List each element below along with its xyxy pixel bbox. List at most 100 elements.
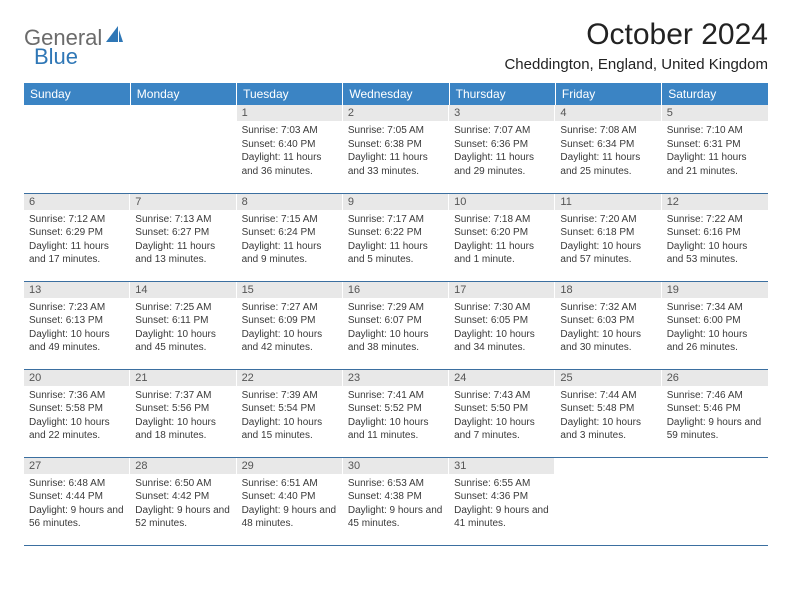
calendar-day-cell: 26Sunrise: 7:46 AMSunset: 5:46 PMDayligh… <box>662 369 768 457</box>
day-number: 2 <box>343 105 449 121</box>
day-content: Sunrise: 7:32 AMSunset: 6:03 PMDaylight:… <box>555 298 661 358</box>
day-number: 20 <box>24 370 130 386</box>
day-content: Sunrise: 7:41 AMSunset: 5:52 PMDaylight:… <box>343 386 449 446</box>
calendar-day-cell: 14Sunrise: 7:25 AMSunset: 6:11 PMDayligh… <box>130 281 236 369</box>
logo-text-blue-wrapper: Blue <box>34 44 78 70</box>
day-number: 1 <box>237 105 343 121</box>
calendar-day-cell: 9Sunrise: 7:17 AMSunset: 6:22 PMDaylight… <box>343 193 449 281</box>
day-number: 6 <box>24 194 130 210</box>
calendar-day-cell: 19Sunrise: 7:34 AMSunset: 6:00 PMDayligh… <box>662 281 768 369</box>
day-content: Sunrise: 7:10 AMSunset: 6:31 PMDaylight:… <box>662 121 768 181</box>
day-number: 23 <box>343 370 449 386</box>
day-content: Sunrise: 7:30 AMSunset: 6:05 PMDaylight:… <box>449 298 555 358</box>
day-number: 16 <box>343 282 449 298</box>
month-title: October 2024 <box>504 18 768 52</box>
calendar-day-cell: 10Sunrise: 7:18 AMSunset: 6:20 PMDayligh… <box>449 193 555 281</box>
calendar-day-cell: 5Sunrise: 7:10 AMSunset: 6:31 PMDaylight… <box>662 105 768 193</box>
day-content: Sunrise: 7:18 AMSunset: 6:20 PMDaylight:… <box>449 210 555 270</box>
day-number: 9 <box>343 194 449 210</box>
day-number: 3 <box>449 105 555 121</box>
calendar-day-cell: 22Sunrise: 7:39 AMSunset: 5:54 PMDayligh… <box>237 369 343 457</box>
day-content: Sunrise: 7:36 AMSunset: 5:58 PMDaylight:… <box>24 386 130 446</box>
day-content: Sunrise: 6:55 AMSunset: 4:36 PMDaylight:… <box>449 474 555 534</box>
weekday-header: Tuesday <box>237 83 343 105</box>
weekday-header: Thursday <box>449 83 555 105</box>
calendar-day-cell: 20Sunrise: 7:36 AMSunset: 5:58 PMDayligh… <box>24 369 130 457</box>
calendar-day-cell: 6Sunrise: 7:12 AMSunset: 6:29 PMDaylight… <box>24 193 130 281</box>
calendar-day-cell <box>24 105 130 193</box>
weekday-header: Saturday <box>662 83 768 105</box>
day-number: 26 <box>662 370 768 386</box>
day-content: Sunrise: 7:44 AMSunset: 5:48 PMDaylight:… <box>555 386 661 446</box>
day-content: Sunrise: 6:51 AMSunset: 4:40 PMDaylight:… <box>237 474 343 534</box>
day-content: Sunrise: 7:12 AMSunset: 6:29 PMDaylight:… <box>24 210 130 270</box>
calendar-day-cell: 31Sunrise: 6:55 AMSunset: 4:36 PMDayligh… <box>449 457 555 545</box>
day-number: 25 <box>555 370 661 386</box>
day-content: Sunrise: 7:08 AMSunset: 6:34 PMDaylight:… <box>555 121 661 181</box>
day-number: 19 <box>662 282 768 298</box>
calendar-day-cell: 25Sunrise: 7:44 AMSunset: 5:48 PMDayligh… <box>555 369 661 457</box>
calendar-day-cell <box>130 105 236 193</box>
day-content: Sunrise: 7:37 AMSunset: 5:56 PMDaylight:… <box>130 386 236 446</box>
calendar-day-cell: 1Sunrise: 7:03 AMSunset: 6:40 PMDaylight… <box>237 105 343 193</box>
calendar-day-cell: 17Sunrise: 7:30 AMSunset: 6:05 PMDayligh… <box>449 281 555 369</box>
day-number: 8 <box>237 194 343 210</box>
day-number: 29 <box>237 458 343 474</box>
day-number: 7 <box>130 194 236 210</box>
day-content: Sunrise: 7:29 AMSunset: 6:07 PMDaylight:… <box>343 298 449 358</box>
calendar-week-row: 13Sunrise: 7:23 AMSunset: 6:13 PMDayligh… <box>24 281 768 369</box>
calendar-table: SundayMondayTuesdayWednesdayThursdayFrid… <box>24 83 768 546</box>
day-number: 10 <box>449 194 555 210</box>
calendar-body: 1Sunrise: 7:03 AMSunset: 6:40 PMDaylight… <box>24 105 768 545</box>
day-number: 31 <box>449 458 555 474</box>
day-number: 30 <box>343 458 449 474</box>
calendar-day-cell: 16Sunrise: 7:29 AMSunset: 6:07 PMDayligh… <box>343 281 449 369</box>
day-content: Sunrise: 7:25 AMSunset: 6:11 PMDaylight:… <box>130 298 236 358</box>
calendar-day-cell: 11Sunrise: 7:20 AMSunset: 6:18 PMDayligh… <box>555 193 661 281</box>
day-number: 21 <box>130 370 236 386</box>
day-content: Sunrise: 7:17 AMSunset: 6:22 PMDaylight:… <box>343 210 449 270</box>
calendar-day-cell: 7Sunrise: 7:13 AMSunset: 6:27 PMDaylight… <box>130 193 236 281</box>
calendar-header-row: SundayMondayTuesdayWednesdayThursdayFrid… <box>24 83 768 105</box>
day-number: 27 <box>24 458 130 474</box>
calendar-week-row: 1Sunrise: 7:03 AMSunset: 6:40 PMDaylight… <box>24 105 768 193</box>
calendar-day-cell <box>555 457 661 545</box>
calendar-day-cell: 29Sunrise: 6:51 AMSunset: 4:40 PMDayligh… <box>237 457 343 545</box>
day-content: Sunrise: 7:15 AMSunset: 6:24 PMDaylight:… <box>237 210 343 270</box>
day-number: 13 <box>24 282 130 298</box>
calendar-day-cell: 12Sunrise: 7:22 AMSunset: 6:16 PMDayligh… <box>662 193 768 281</box>
calendar-day-cell: 15Sunrise: 7:27 AMSunset: 6:09 PMDayligh… <box>237 281 343 369</box>
calendar-week-row: 27Sunrise: 6:48 AMSunset: 4:44 PMDayligh… <box>24 457 768 545</box>
title-block: October 2024 Cheddington, England, Unite… <box>504 18 768 73</box>
calendar-day-cell: 21Sunrise: 7:37 AMSunset: 5:56 PMDayligh… <box>130 369 236 457</box>
day-number: 18 <box>555 282 661 298</box>
calendar-day-cell: 28Sunrise: 6:50 AMSunset: 4:42 PMDayligh… <box>130 457 236 545</box>
calendar-week-row: 6Sunrise: 7:12 AMSunset: 6:29 PMDaylight… <box>24 193 768 281</box>
calendar-day-cell: 8Sunrise: 7:15 AMSunset: 6:24 PMDaylight… <box>237 193 343 281</box>
day-number: 12 <box>662 194 768 210</box>
logo-sail-icon <box>104 24 124 51</box>
day-number: 4 <box>555 105 661 121</box>
calendar-day-cell: 27Sunrise: 6:48 AMSunset: 4:44 PMDayligh… <box>24 457 130 545</box>
weekday-header: Monday <box>130 83 236 105</box>
day-content: Sunrise: 7:27 AMSunset: 6:09 PMDaylight:… <box>237 298 343 358</box>
day-content: Sunrise: 7:43 AMSunset: 5:50 PMDaylight:… <box>449 386 555 446</box>
calendar-day-cell <box>662 457 768 545</box>
calendar-day-cell: 23Sunrise: 7:41 AMSunset: 5:52 PMDayligh… <box>343 369 449 457</box>
location-label: Cheddington, England, United Kingdom <box>504 56 768 73</box>
day-content: Sunrise: 7:05 AMSunset: 6:38 PMDaylight:… <box>343 121 449 181</box>
day-content: Sunrise: 7:20 AMSunset: 6:18 PMDaylight:… <box>555 210 661 270</box>
day-number: 24 <box>449 370 555 386</box>
day-content: Sunrise: 7:22 AMSunset: 6:16 PMDaylight:… <box>662 210 768 270</box>
day-content: Sunrise: 7:13 AMSunset: 6:27 PMDaylight:… <box>130 210 236 270</box>
day-content: Sunrise: 6:50 AMSunset: 4:42 PMDaylight:… <box>130 474 236 534</box>
day-content: Sunrise: 6:53 AMSunset: 4:38 PMDaylight:… <box>343 474 449 534</box>
day-number: 28 <box>130 458 236 474</box>
day-content: Sunrise: 7:46 AMSunset: 5:46 PMDaylight:… <box>662 386 768 446</box>
day-content: Sunrise: 7:34 AMSunset: 6:00 PMDaylight:… <box>662 298 768 358</box>
calendar-day-cell: 24Sunrise: 7:43 AMSunset: 5:50 PMDayligh… <box>449 369 555 457</box>
calendar-day-cell: 3Sunrise: 7:07 AMSunset: 6:36 PMDaylight… <box>449 105 555 193</box>
day-content: Sunrise: 6:48 AMSunset: 4:44 PMDaylight:… <box>24 474 130 534</box>
day-number: 11 <box>555 194 661 210</box>
weekday-header: Friday <box>555 83 661 105</box>
